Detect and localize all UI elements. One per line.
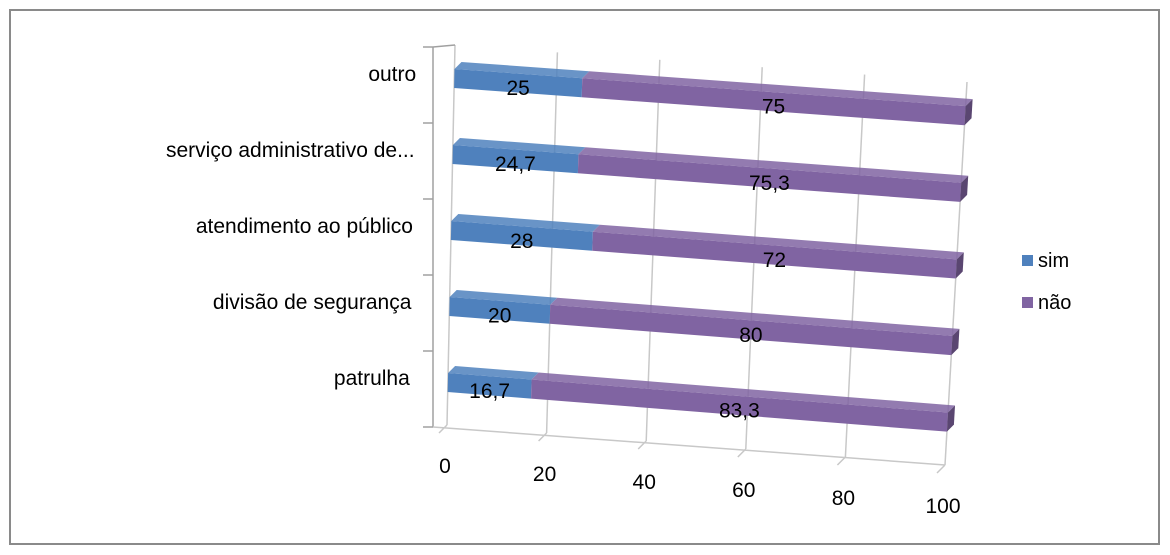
data-label-sim-0: 16,7 — [469, 380, 510, 403]
bar-sim-1 — [449, 296, 551, 324]
data-label-sim-1: 20 — [488, 304, 511, 327]
bar-side-não-1 — [951, 328, 960, 356]
bar-top-não-2 — [592, 224, 964, 260]
bar-sim-3 — [452, 144, 579, 174]
category-label-4: outro — [368, 63, 416, 86]
x-tick-label-60: 60 — [732, 479, 755, 502]
x-tick-label-80: 80 — [832, 487, 855, 510]
bar-não-4 — [581, 78, 966, 126]
x-tick-label-40: 40 — [633, 471, 656, 494]
data-label-sim-2: 28 — [510, 230, 533, 253]
bar-side-não-4 — [964, 99, 973, 126]
data-label-não-2: 72 — [763, 249, 786, 272]
data-label-não-0: 83,3 — [719, 400, 760, 423]
bar-top-não-4 — [582, 71, 973, 107]
category-label-2: atendimento ao público — [196, 215, 413, 238]
axis-top-connector — [432, 44, 456, 48]
bar-não-0 — [531, 379, 949, 432]
data-label-não-4: 75 — [762, 96, 785, 119]
bar-side-não-2 — [955, 252, 964, 279]
data-label-não-1: 80 — [739, 324, 762, 347]
data-label-não-3: 75,3 — [749, 172, 790, 195]
bar-não-1 — [549, 304, 953, 356]
floor-line-80 — [836, 456, 846, 466]
x-tick-label-0: 0 — [439, 455, 451, 478]
floor-line-100 — [936, 464, 946, 474]
chart-frame — [9, 9, 1160, 545]
floor-line-0 — [438, 424, 448, 434]
bar-top-não-3 — [578, 147, 969, 183]
value-axis-line — [432, 426, 946, 466]
bar-sim-4 — [454, 68, 583, 98]
x-tick-label-100: 100 — [925, 495, 960, 518]
bar-não-3 — [577, 154, 962, 202]
data-label-sim-3: 24,7 — [495, 153, 536, 176]
bar-sim-0 — [447, 372, 532, 399]
bar-top-sim-4 — [454, 61, 590, 79]
category-label-3: serviço administrativo de... — [166, 139, 415, 162]
bar-sim-2 — [450, 220, 593, 251]
floor-line-20 — [538, 432, 548, 442]
legend-swatch-não — [1022, 297, 1033, 308]
category-label-1: divisão de segurança — [213, 291, 412, 314]
legend-label-sim: sim — [1038, 250, 1069, 272]
bar-top-sim-3 — [452, 137, 586, 155]
x-tick-label-20: 20 — [533, 463, 556, 486]
bar-não-2 — [592, 231, 957, 279]
bar-top-sim-1 — [449, 289, 558, 305]
data-label-sim-4: 25 — [506, 77, 529, 100]
bar-side-não-3 — [960, 175, 969, 202]
bar-top-não-1 — [550, 297, 960, 336]
bar-side-não-0 — [946, 405, 956, 432]
legend-swatch-sim — [1022, 255, 1033, 266]
category-label-0: patrulha — [334, 367, 410, 390]
bar-top-sim-2 — [451, 213, 600, 232]
bar-top-não-0 — [531, 372, 956, 413]
legend-label-não: não — [1038, 292, 1071, 314]
bar-top-sim-0 — [448, 365, 539, 380]
